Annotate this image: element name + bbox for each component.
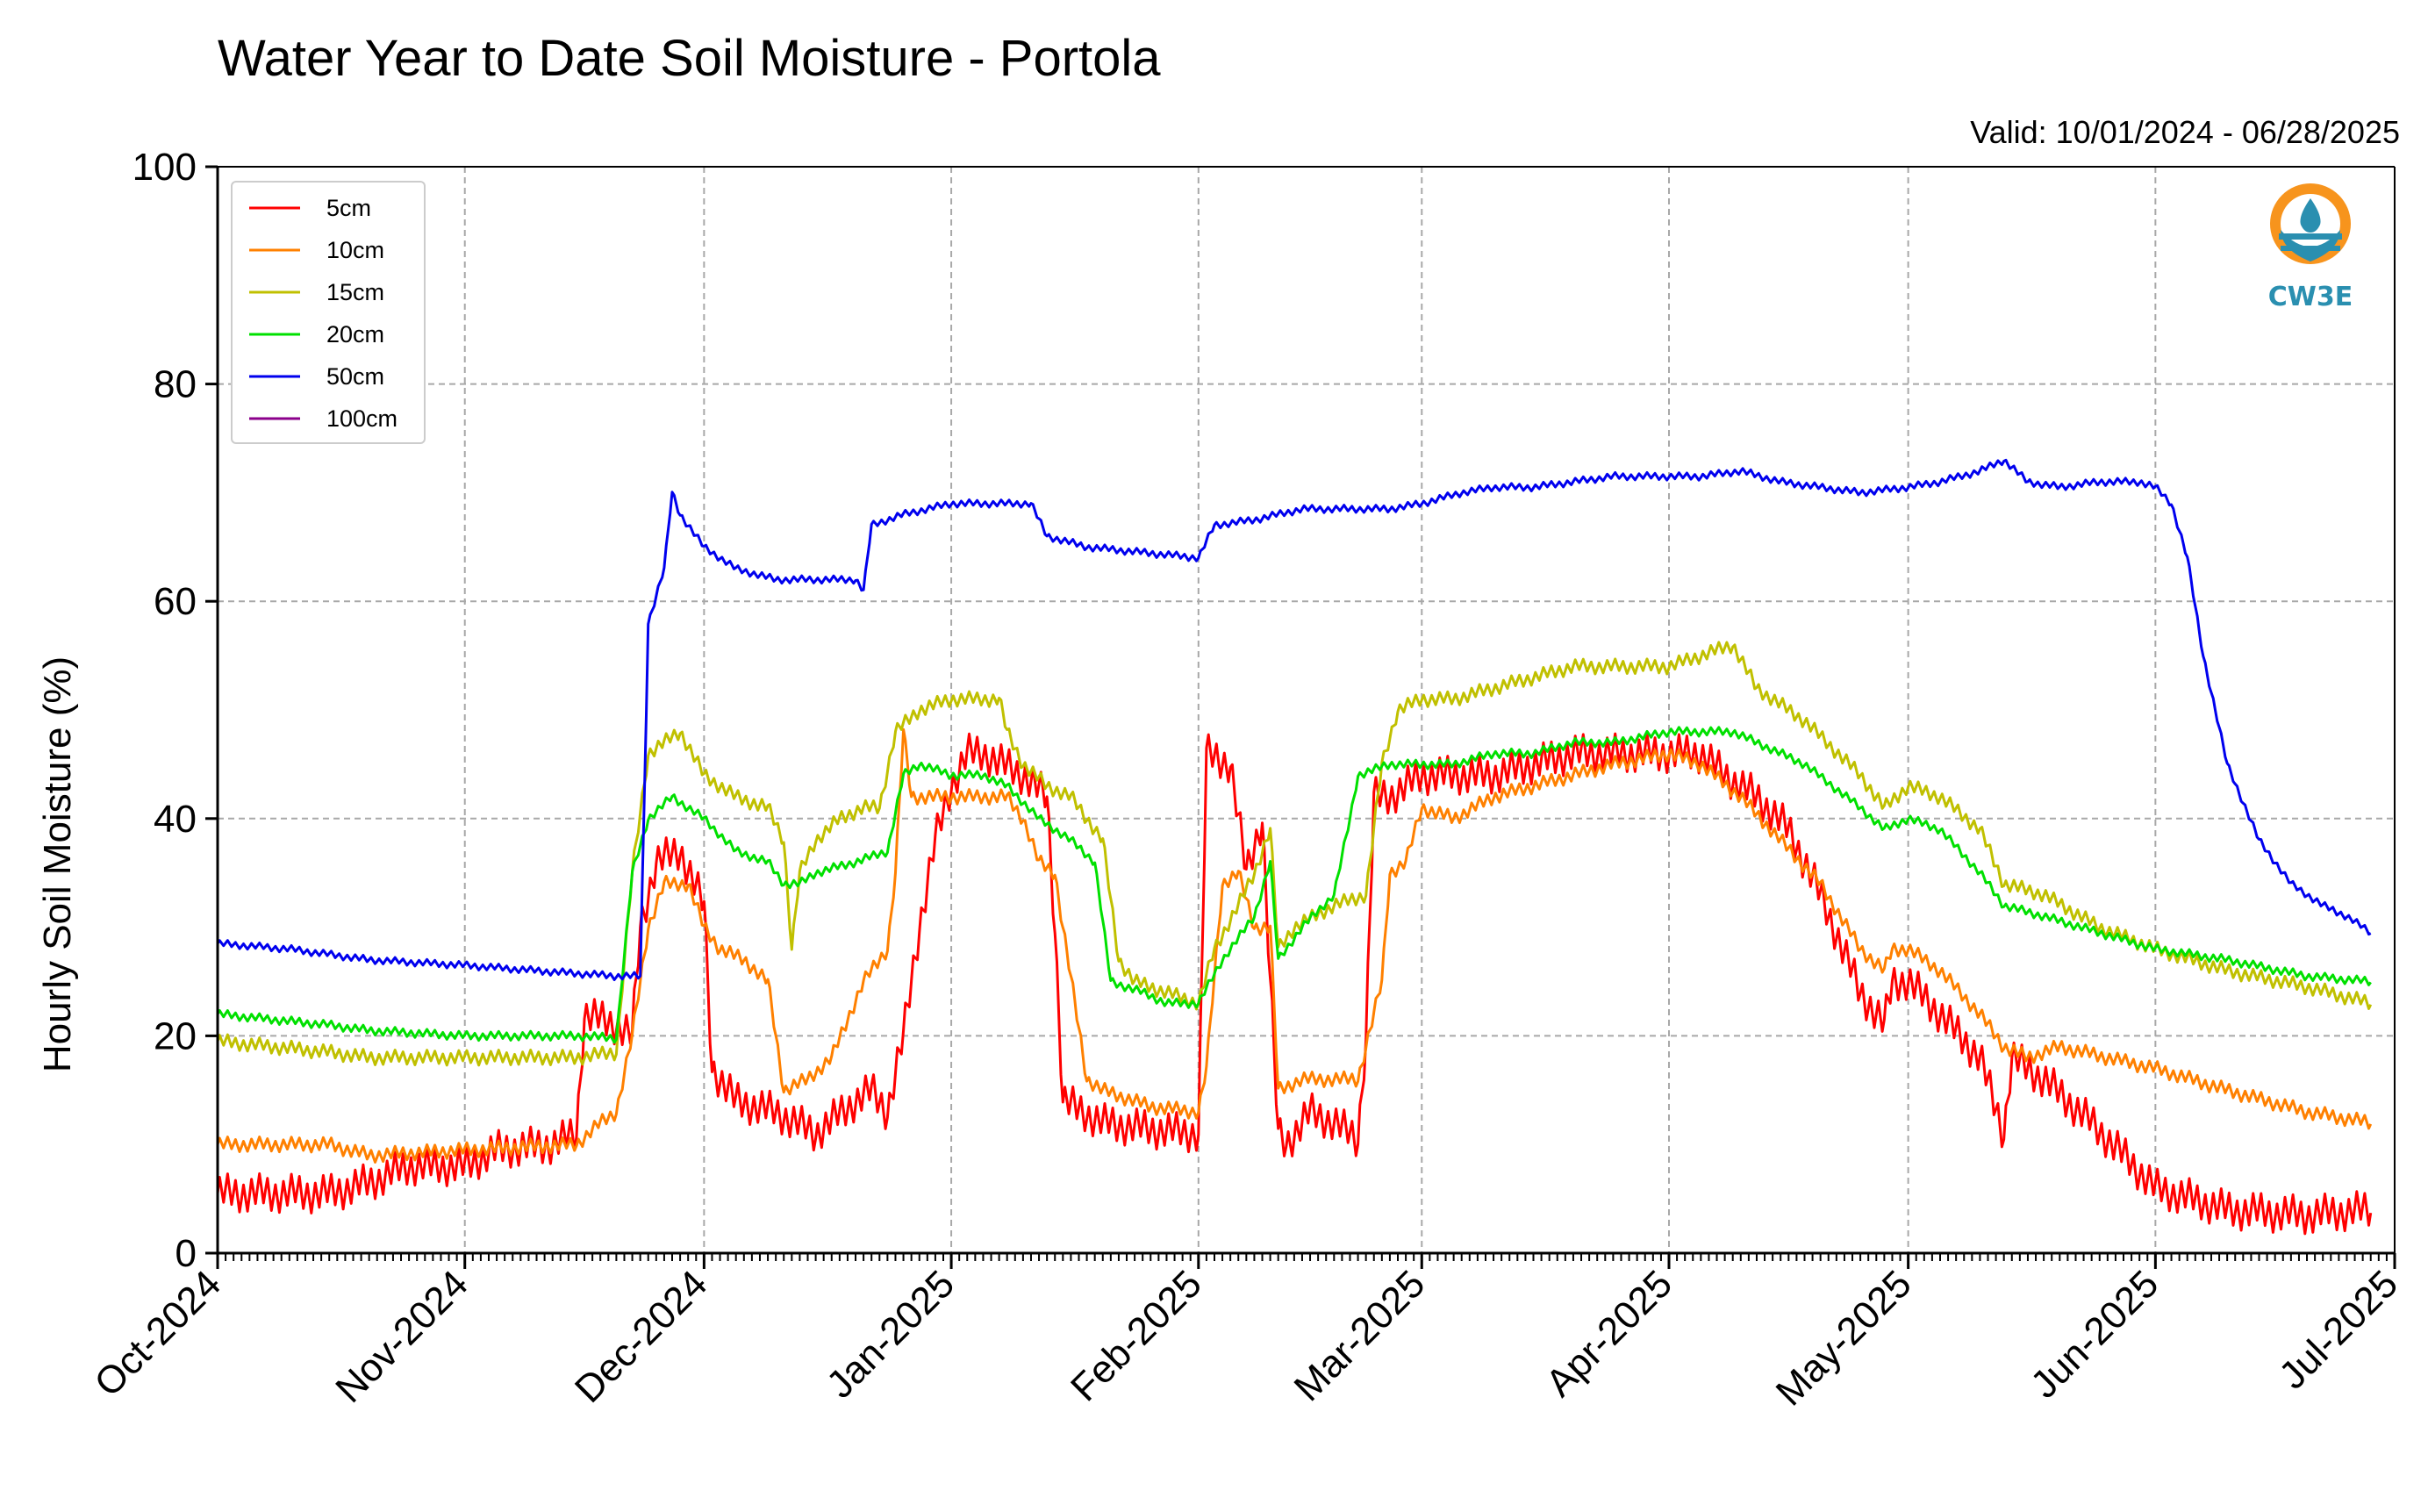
grid-lines [218,167,2395,1253]
legend-label-5cm: 5cm [326,195,371,221]
series-line-15cm [216,641,2373,1067]
series-line-50cm [216,458,2372,981]
logo-text: CW3E [2268,282,2353,312]
x-tick-label: Jun-2025 [2023,1262,2167,1406]
cw3e-logo: CW3E [2268,183,2353,312]
x-tick-label: Oct-2024 [86,1262,229,1405]
series-line-20cm [216,726,2372,1044]
y-tick-label: 60 [154,580,197,623]
legend-label-100cm: 100cm [326,405,398,432]
x-tick-label: Dec-2024 [567,1262,716,1411]
x-tick-label: Nov-2024 [327,1262,476,1411]
legend-label-50cm: 50cm [326,363,384,390]
data-series [216,458,2373,1236]
y-tick-label: 100 [133,146,197,189]
y-tick-label: 80 [154,363,197,406]
legend: 5cm 10cm 15cm 20cm 50cm 100cm [231,181,426,444]
series-line-5cm [216,732,2373,1236]
y-tick-label: 0 [175,1232,197,1275]
chart-title: Water Year to Date Soil Moisture - Porto… [218,30,1161,87]
x-tick-label: Apr-2025 [1537,1262,1680,1405]
chart-subtitle: Valid: 10/01/2024 - 06/28/2025 [1970,114,2400,150]
x-tick-label: Feb-2025 [1063,1262,1210,1409]
legend-label-20cm: 20cm [326,321,384,348]
y-tick-label: 40 [154,798,197,841]
axes: 0 20 40 60 80 100 Oct-2024 Nov-2024 Dec-2024 Jan-… [86,146,2406,1414]
x-tick-label: Jul-2025 [2271,1262,2406,1397]
y-axis-label: Hourly Soil Moisture (%) [36,656,79,1072]
series-line-10cm [216,727,2373,1164]
x-tick-label: Mar-2025 [1286,1262,1434,1409]
cw3e-logo-icon [2270,183,2351,264]
y-tick-label: 20 [154,1014,197,1057]
x-tick-label: Jan-2025 [819,1262,963,1406]
legend-label-10cm: 10cm [326,237,384,263]
x-tick-label: May-2025 [1768,1262,1920,1414]
legend-label-15cm: 15cm [326,279,384,305]
